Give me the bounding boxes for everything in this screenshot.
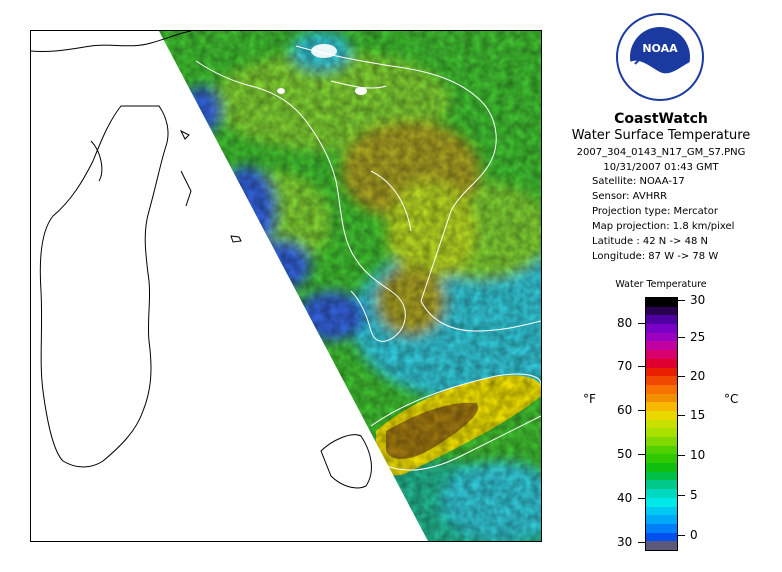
celsius-tick-mark [678, 376, 685, 377]
colorbar-segment [646, 471, 677, 481]
colorbar-segment [646, 393, 677, 403]
colorbar-segment [646, 437, 677, 447]
celsius-tick-label: 10 [690, 448, 706, 462]
fahrenheit-tick-label: 60 [617, 403, 633, 417]
colorbar-segment [646, 341, 677, 351]
projection-type: Projection type: Mercator [592, 206, 718, 217]
coastlines [31, 31, 541, 489]
celsius-unit: °C [724, 392, 739, 406]
celsius-tick-label: 0 [690, 528, 698, 542]
celsius-tick-mark [678, 415, 685, 416]
fahrenheit-unit: °F [583, 392, 596, 406]
temperature-swath [159, 31, 541, 541]
colorbar-segment [646, 445, 677, 455]
map-projection: Map projection: 1.8 km/pixel [592, 221, 735, 232]
colorbar-segment [646, 367, 677, 377]
colorbar-segment [646, 324, 677, 334]
temperature-colorbar [645, 297, 678, 551]
celsius-tick-mark [678, 495, 685, 496]
satellite: Satellite: NOAA-17 [592, 176, 685, 187]
colorbar-segment [646, 541, 677, 551]
fahrenheit-tick-mark [638, 366, 645, 367]
noaa-logo-text: NOAA [642, 42, 678, 55]
celsius-tick-label: 5 [690, 488, 698, 502]
colorbar-segment [646, 350, 677, 360]
fahrenheit-tick-label: 50 [617, 447, 633, 461]
colorbar-segment [646, 454, 677, 464]
celsius-tick-label: 30 [690, 293, 706, 307]
colorbar-segment [646, 463, 677, 473]
filename: 2007_304_0143_N17_GM_S7.PNG [576, 147, 746, 158]
fahrenheit-tick-label: 80 [617, 316, 633, 330]
colorbar-segment [646, 523, 677, 534]
map-svg [31, 31, 541, 541]
celsius-tick-label: 20 [690, 369, 706, 383]
fahrenheit-tick-label: 30 [617, 535, 633, 549]
celsius-tick-mark [678, 337, 685, 338]
colorbar-segment [646, 410, 677, 421]
colorbar-segment [646, 480, 677, 490]
legend-title: Water Temperature [615, 279, 707, 290]
colorbar-segment [646, 384, 677, 395]
fahrenheit-tick-mark [638, 498, 645, 499]
colorbar-segment [646, 428, 677, 438]
sensor: Sensor: AVHRR [592, 191, 668, 202]
colorbar-segment [646, 489, 677, 499]
colorbar-segment [646, 332, 677, 342]
datetime: 10/31/2007 01:43 GMT [603, 162, 719, 173]
fahrenheit-tick-label: 40 [617, 491, 633, 505]
colorbar-segment [646, 515, 677, 525]
colorbar-segment [646, 298, 677, 308]
fahrenheit-tick-mark [638, 410, 645, 411]
celsius-tick-mark [678, 300, 685, 301]
product-subtitle: Water Surface Temperature [571, 128, 751, 143]
latitude-range: Latitude : 42 N -> 48 N [592, 236, 708, 247]
fahrenheit-tick-mark [638, 454, 645, 455]
colorbar-segment [646, 419, 677, 429]
colorbar-segment [646, 306, 677, 316]
noaa-logo: NOAA [615, 12, 705, 102]
brand-title: CoastWatch [614, 111, 708, 127]
colorbar-segment [646, 402, 677, 412]
colorbar-segment [646, 497, 677, 508]
fahrenheit-tick-label: 70 [617, 359, 633, 373]
colorbar-segment [646, 376, 677, 386]
satellite-map[interactable] [30, 30, 542, 542]
colorbar-segment [646, 315, 677, 325]
colorbar-segment [646, 358, 677, 368]
longitude-range: Longitude: 87 W -> 78 W [592, 251, 719, 262]
celsius-tick-mark [678, 535, 685, 536]
colorbar-segment [646, 506, 677, 516]
celsius-tick-mark [678, 455, 685, 456]
fahrenheit-tick-mark [638, 323, 645, 324]
fahrenheit-tick-mark [638, 542, 645, 543]
colorbar-segment [646, 532, 677, 542]
celsius-tick-label: 25 [690, 330, 706, 344]
celsius-tick-label: 15 [690, 408, 706, 422]
